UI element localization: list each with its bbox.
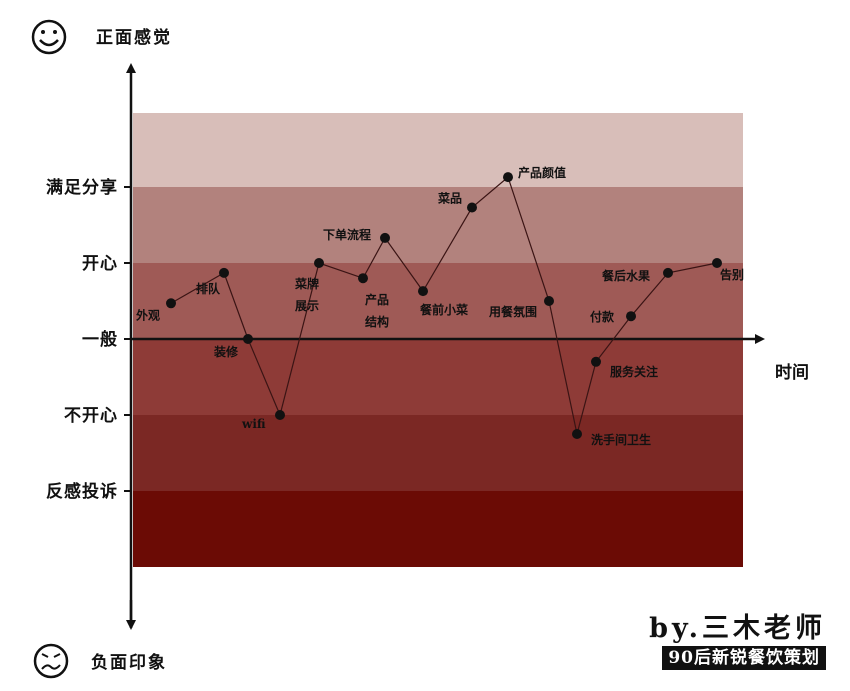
author-byline: by.三木老师 [649, 613, 826, 644]
touchpoint-label: 告别 [720, 267, 744, 282]
touchpoint-marker [243, 334, 253, 344]
touchpoint-label: 产品颜值 [518, 165, 566, 180]
touchpoint-marker [467, 202, 477, 213]
touchpoint-label: 菜品 [437, 191, 462, 206]
touchpoint-label: 装修 [213, 344, 239, 359]
touchpoint-label: 排队 [196, 281, 221, 296]
smiley-face-icon [31, 19, 67, 55]
level-label: 一般 [82, 329, 118, 350]
touchpoint-marker [219, 267, 229, 278]
x-axis-label: 时间 [775, 362, 809, 383]
touchpoint-marker [591, 356, 601, 367]
emotion-band [133, 113, 743, 187]
touchpoint-marker [275, 410, 285, 420]
emotion-band [133, 339, 743, 415]
touchpoint-label: 餐前小菜 [420, 302, 468, 317]
emotion-band [133, 187, 743, 263]
touchpoint-label: 下单流程 [323, 227, 371, 242]
touchpoint-marker [626, 311, 636, 322]
emotion-band [133, 415, 743, 491]
y-axis-down-arrow [126, 620, 136, 630]
touchpoint-marker [380, 232, 390, 243]
touchpoint-marker [572, 429, 582, 439]
level-label: 开心 [82, 254, 118, 274]
emotion-band [133, 491, 743, 567]
touchpoint-marker [503, 172, 513, 183]
touchpoint-marker [663, 267, 673, 278]
journey-line [170, 176, 718, 435]
touchpoint-label: 菜牌展示 [294, 276, 319, 313]
touchpoint-marker [358, 273, 368, 284]
level-label: 满足分享 [46, 177, 118, 198]
y-axis-top-label: 正面感觉 [96, 27, 172, 48]
touchpoint-label: 外观 [136, 307, 160, 322]
emotion-bands [133, 113, 743, 567]
level-label: 不开心 [64, 406, 118, 426]
touchpoint-label: 产品结构 [365, 292, 389, 329]
touchpoint-marker [166, 298, 176, 309]
touchpoint-marker [314, 258, 324, 268]
touchpoint-label: 服务关注 [610, 364, 658, 379]
y-axis-bottom-label: 负面印象 [91, 652, 167, 673]
touchpoint-label: 用餐氛围 [488, 304, 537, 319]
touchpoint-marker [418, 286, 428, 297]
author-subtitle: 90后新锐餐饮策划 [662, 646, 826, 670]
worried-face-icon [33, 643, 69, 679]
touchpoint-label: 洗手间卫生 [591, 432, 651, 447]
touchpoint-marker [712, 258, 722, 268]
level-label: 反感投诉 [46, 481, 118, 502]
touchpoint-label: 付款 [590, 309, 615, 324]
touchpoint-label: wifi [241, 417, 266, 431]
touchpoint-marker [544, 296, 554, 306]
touchpoint-label: 餐后水果 [602, 268, 650, 283]
